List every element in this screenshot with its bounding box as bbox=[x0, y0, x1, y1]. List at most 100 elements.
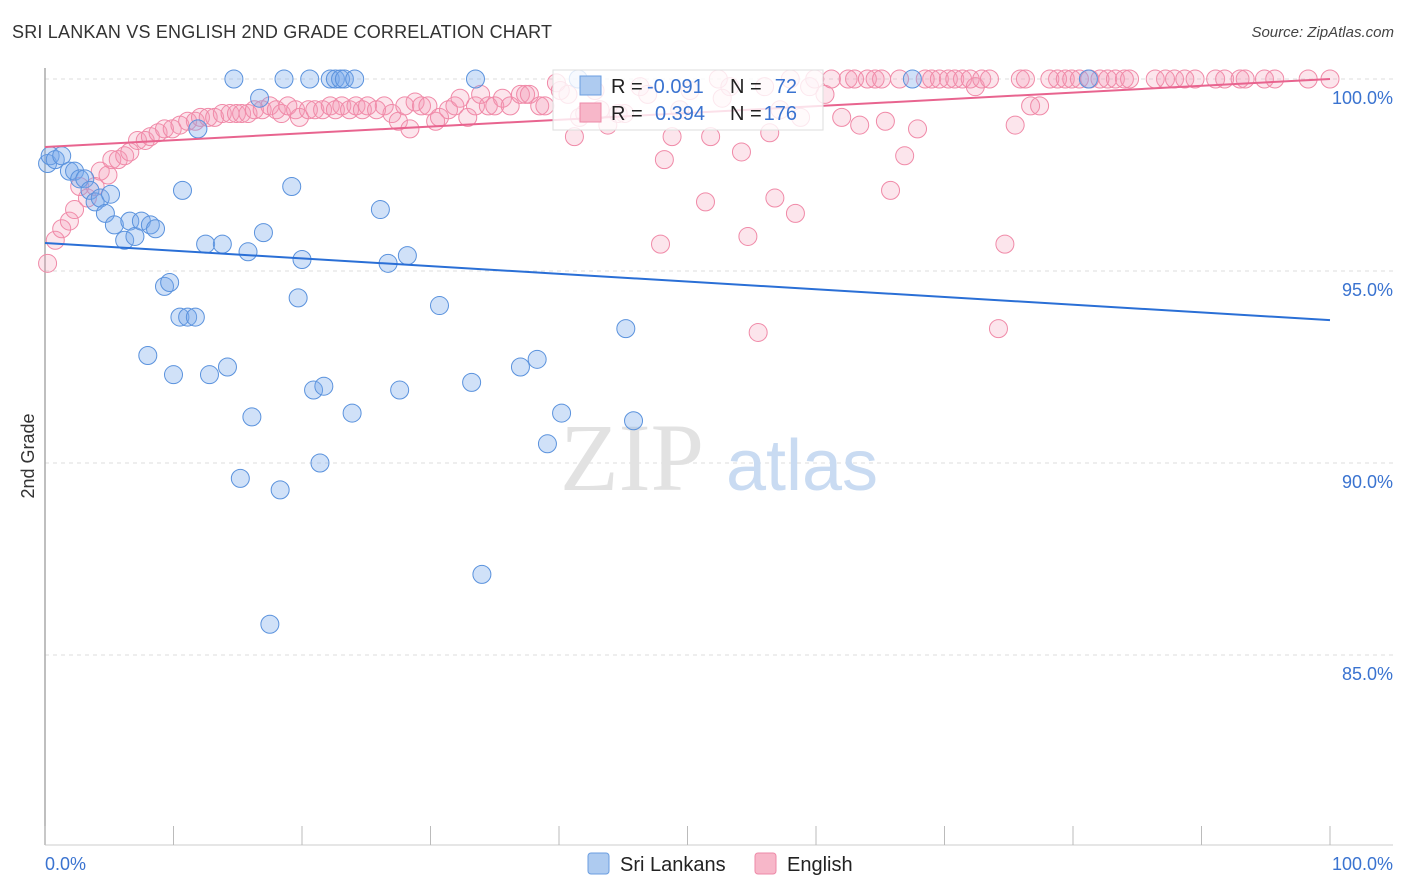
sri-lankans-point bbox=[242, 407, 262, 427]
y-tick-label: 100.0% bbox=[1332, 88, 1393, 108]
english-point bbox=[52, 219, 72, 239]
english-point bbox=[458, 107, 478, 127]
english-point bbox=[530, 96, 550, 116]
english-point bbox=[765, 188, 785, 208]
sri-lankans-point bbox=[282, 177, 302, 197]
english-point bbox=[395, 96, 415, 116]
english-point bbox=[748, 322, 768, 342]
english-point bbox=[266, 100, 286, 120]
english-point bbox=[115, 146, 135, 166]
stats-r-value-2: 0.394 bbox=[655, 103, 705, 125]
english-point bbox=[1090, 69, 1110, 89]
english-point bbox=[857, 69, 877, 89]
sri-lankans-point bbox=[537, 434, 557, 454]
sri-lankans-point bbox=[314, 376, 334, 396]
english-point bbox=[1030, 96, 1050, 116]
sri-lankans-point bbox=[75, 169, 95, 189]
x-tick-label-min: 0.0% bbox=[45, 854, 86, 874]
sri-lankans-point bbox=[465, 69, 485, 89]
english-point bbox=[988, 319, 1008, 339]
sri-lankans-point bbox=[300, 69, 320, 89]
sri-lankans-point bbox=[253, 223, 273, 243]
stats-r-label-1: R = bbox=[611, 76, 643, 98]
english-point bbox=[1114, 69, 1134, 89]
english-point bbox=[821, 69, 841, 89]
english-point bbox=[185, 111, 205, 131]
sri-lankans-point bbox=[334, 69, 354, 89]
legend-label-sri-lankans: Sri Lankans bbox=[620, 854, 726, 876]
legend-swatch-english bbox=[754, 852, 777, 875]
legend-swatch-english bbox=[579, 102, 602, 123]
english-point bbox=[298, 100, 318, 120]
legend: Sri Lankans English bbox=[587, 852, 853, 876]
english-point bbox=[412, 96, 432, 116]
sri-lankans-point bbox=[274, 69, 294, 89]
sri-lankans-point bbox=[80, 180, 100, 200]
english-point bbox=[212, 104, 232, 124]
watermark-zip: ZIP bbox=[560, 404, 704, 511]
english-point bbox=[738, 226, 758, 246]
english-point bbox=[450, 88, 470, 108]
english-point bbox=[881, 180, 901, 200]
english-point bbox=[418, 96, 438, 116]
x-tick-label-max: 100.0% bbox=[1332, 854, 1393, 874]
y-tick-label: 85.0% bbox=[1342, 664, 1393, 684]
english-point bbox=[128, 130, 148, 150]
sri-lankans-point bbox=[390, 380, 410, 400]
stats-n-value-1: 72 bbox=[775, 76, 797, 98]
english-point bbox=[535, 96, 555, 116]
sri-lankans-point bbox=[552, 403, 572, 423]
english-point bbox=[1235, 69, 1255, 89]
sri-lankans-point bbox=[527, 349, 547, 369]
sri-lankans-point bbox=[160, 273, 180, 293]
sri-lankans-point bbox=[170, 307, 190, 327]
stats-n-value-2: 176 bbox=[764, 103, 797, 125]
sri-lankans-point bbox=[462, 372, 482, 392]
y-tick-label: 95.0% bbox=[1342, 280, 1393, 300]
sri-lankans-point bbox=[212, 234, 232, 254]
english-point bbox=[352, 100, 372, 120]
legend-swatch-sri-lankans bbox=[579, 75, 602, 96]
english-point bbox=[938, 69, 958, 89]
sri-lankans-point bbox=[120, 211, 140, 231]
english-point bbox=[471, 84, 491, 104]
sri-lankans-point bbox=[1078, 69, 1098, 89]
sri-lankans-point bbox=[59, 161, 79, 181]
english-point bbox=[226, 104, 246, 124]
watermark-atlas: atlas bbox=[726, 426, 878, 506]
y-tick-label: 90.0% bbox=[1342, 472, 1393, 492]
sri-lankans-point bbox=[250, 88, 270, 108]
sri-lankans-point bbox=[104, 215, 124, 235]
sri-lankans-point bbox=[260, 614, 280, 634]
english-point bbox=[492, 88, 512, 108]
sri-lankans-point bbox=[101, 184, 121, 204]
sri-lankans-trend-line bbox=[44, 241, 1331, 322]
sri-lankans-point bbox=[155, 276, 175, 296]
x-ticks bbox=[44, 826, 1331, 845]
english-point bbox=[1265, 69, 1285, 89]
stats-n-label-1: N = bbox=[730, 76, 762, 98]
english-point bbox=[651, 234, 671, 254]
sri-lankans-point bbox=[397, 246, 417, 266]
english-point bbox=[1010, 69, 1030, 89]
gridlines bbox=[45, 78, 1393, 656]
english-point bbox=[832, 107, 852, 127]
english-point bbox=[1005, 115, 1025, 135]
sri-lankans-point bbox=[342, 403, 362, 423]
sri-lankans-point bbox=[624, 411, 644, 431]
sri-lankans-point bbox=[270, 480, 290, 500]
sri-lankans-point bbox=[164, 365, 183, 385]
sri-lankans-point bbox=[238, 242, 258, 262]
english-point bbox=[838, 69, 858, 89]
sri-lankans-point bbox=[217, 357, 237, 377]
english-point bbox=[908, 119, 928, 139]
sri-lankans-point bbox=[196, 234, 216, 254]
english-point bbox=[654, 150, 674, 170]
english-point bbox=[320, 96, 340, 116]
sri-lankans-point bbox=[472, 564, 492, 584]
data-points bbox=[38, 69, 1340, 634]
sri-lankans-point bbox=[304, 380, 324, 400]
english-point bbox=[850, 115, 870, 135]
english-point bbox=[1040, 69, 1060, 89]
